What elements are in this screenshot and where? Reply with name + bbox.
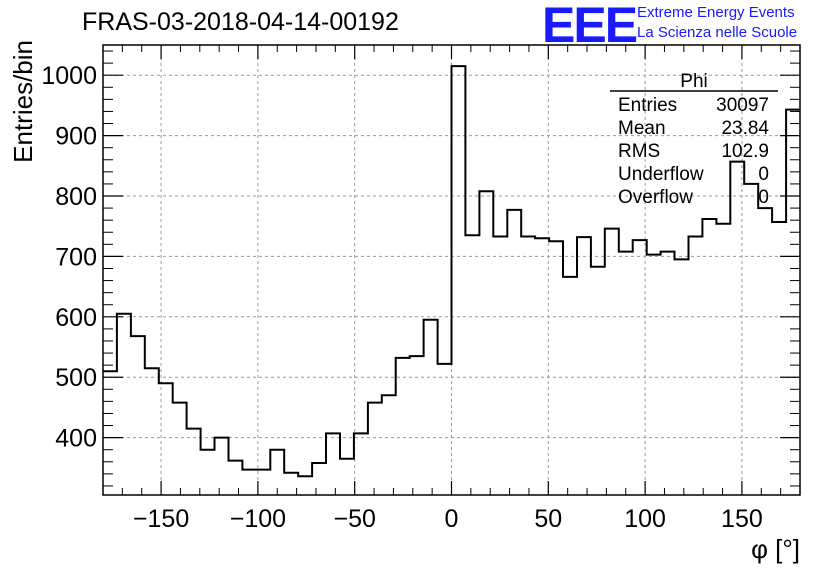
y-axis-label: Entries/bin bbox=[8, 40, 38, 163]
x-tick-label: −50 bbox=[333, 505, 375, 533]
x-axis-label: φ [°] bbox=[751, 534, 800, 564]
x-tick-label: −150 bbox=[133, 505, 189, 533]
x-tick-label: −100 bbox=[230, 505, 286, 533]
stats-label: Mean bbox=[618, 118, 666, 139]
y-tick-label: 500 bbox=[55, 364, 97, 392]
y-tick-label: 1000 bbox=[41, 62, 97, 90]
y-tick-label: 700 bbox=[55, 243, 97, 271]
stats-value: 102.9 bbox=[721, 141, 769, 162]
y-tick-label: 800 bbox=[55, 183, 97, 211]
histogram-outline bbox=[103, 65, 800, 478]
y-tick-label: 900 bbox=[55, 123, 97, 151]
x-tick-label: 50 bbox=[534, 505, 562, 533]
y-tick-label: 400 bbox=[55, 425, 97, 453]
stats-box-title: Phi bbox=[680, 71, 707, 92]
stats-value: 23.84 bbox=[721, 118, 769, 139]
stats-value: 0 bbox=[758, 187, 769, 208]
axis-ticks bbox=[102, 45, 801, 495]
x-tick-label: 0 bbox=[445, 505, 459, 533]
histogram-series bbox=[103, 65, 800, 478]
x-tick-label: 100 bbox=[624, 505, 666, 533]
y-tick-label: 600 bbox=[55, 304, 97, 332]
stats-value: 0 bbox=[758, 164, 769, 185]
tick-labels: −150 −100 −50 0 50 100 150 400 500 600 700 800 900 10… bbox=[41, 62, 762, 533]
x-tick-label: 150 bbox=[721, 505, 763, 533]
chart-title: FRAS-03-2018-04-14-00192 bbox=[82, 8, 399, 36]
eee-logo: EEE bbox=[542, 0, 638, 53]
stats-label: Overflow bbox=[618, 187, 693, 208]
logo-line-1: Extreme Energy Events bbox=[637, 4, 795, 21]
stats-value: 30097 bbox=[716, 95, 769, 116]
stats-label: RMS bbox=[618, 141, 660, 162]
stats-label: Entries bbox=[618, 95, 677, 116]
stats-label: Underflow bbox=[618, 164, 704, 185]
logo-line-2: La Scienza nelle Scuole bbox=[637, 24, 798, 41]
